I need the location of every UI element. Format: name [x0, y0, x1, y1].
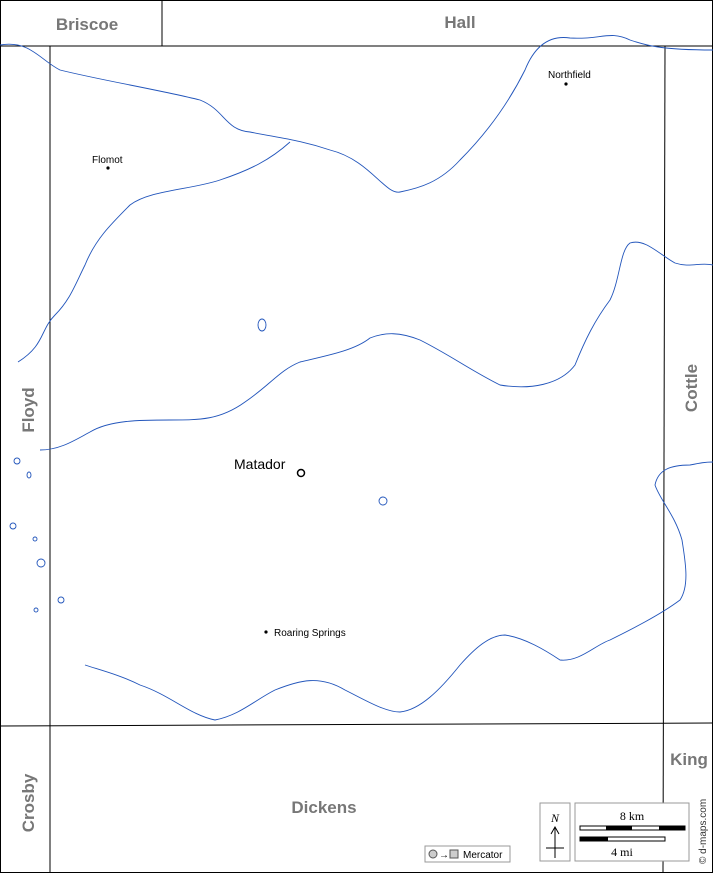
- town-label: Roaring Springs: [274, 628, 346, 639]
- svg-text:→: →: [439, 850, 449, 861]
- town-dot: [264, 630, 268, 634]
- county-label: Hall: [444, 13, 475, 32]
- county-label: Floyd: [19, 387, 38, 432]
- credit: © d-maps.com: [698, 799, 709, 864]
- county-label: Crosby: [19, 773, 38, 832]
- county-label: Briscoe: [56, 15, 118, 34]
- county-label: King: [670, 750, 708, 769]
- town-dot: [106, 166, 110, 170]
- seat-marker: [296, 468, 306, 478]
- projection-note: → Mercator: [424, 845, 511, 863]
- scale-label: 4 mi: [611, 845, 633, 859]
- town-label: Northfield: [548, 70, 591, 81]
- rivers: [0, 35, 713, 721]
- compass: N: [539, 802, 571, 862]
- projection-label: Mercator: [463, 850, 503, 861]
- county-label: Cottle: [682, 364, 701, 412]
- scale-label: 8 km: [620, 809, 645, 823]
- town-label: Matador: [234, 456, 286, 472]
- county-label: Dickens: [291, 798, 356, 817]
- town-dot: [564, 82, 568, 86]
- compass-label: N: [550, 811, 560, 825]
- scale-bar: 8 km 4 mi: [574, 802, 690, 862]
- town-label: Flomot: [92, 155, 123, 166]
